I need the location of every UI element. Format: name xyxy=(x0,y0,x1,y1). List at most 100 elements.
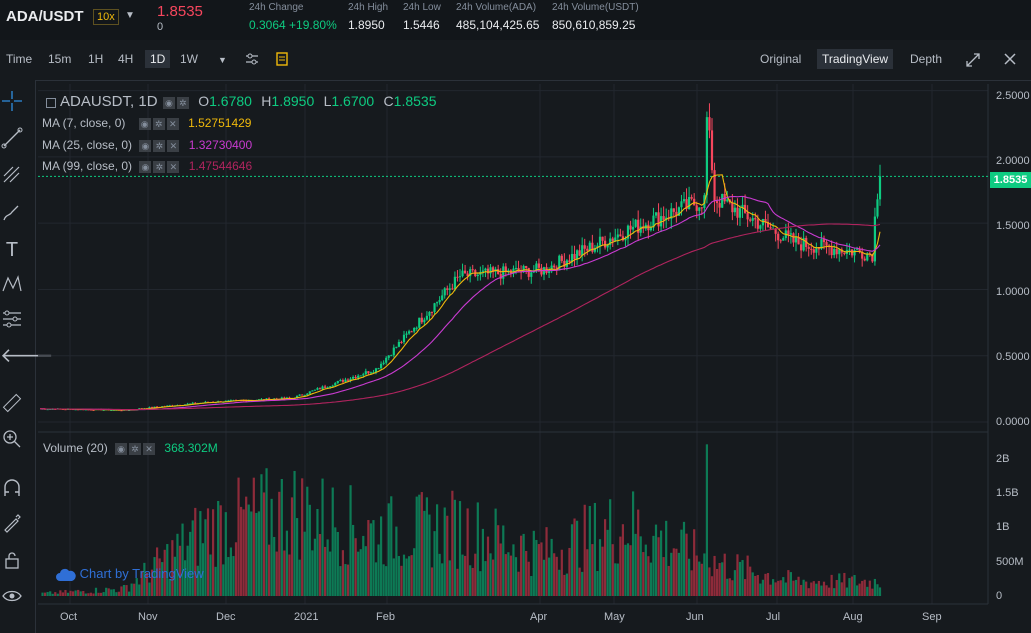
view-original[interactable]: Original xyxy=(760,52,802,66)
volume-settings-icon[interactable]: ✲ xyxy=(129,442,142,455)
candle xyxy=(519,271,523,273)
pair-symbol[interactable]: ADA/USDT xyxy=(6,8,84,25)
pair-dropdown-icon[interactable]: ▼ xyxy=(125,10,135,21)
interval-4h[interactable]: 4H xyxy=(118,52,134,66)
volume-bar xyxy=(82,591,85,596)
view-depth[interactable]: Depth xyxy=(910,52,943,66)
candle xyxy=(257,399,261,401)
volume-bar xyxy=(339,566,342,596)
interval-1w[interactable]: 1W xyxy=(180,52,198,66)
volume-bar xyxy=(474,553,477,596)
text-tool-icon[interactable]: T xyxy=(5,239,19,261)
volume-bar xyxy=(555,556,558,596)
ma7-remove-icon[interactable]: ✕ xyxy=(166,117,179,130)
volume-bar xyxy=(504,554,507,596)
brush-icon[interactable] xyxy=(0,201,24,225)
candle xyxy=(49,408,52,410)
candle xyxy=(558,255,561,271)
volume-bar xyxy=(489,553,492,596)
volume-bar xyxy=(703,553,706,596)
crosshair-icon[interactable] xyxy=(0,90,24,114)
ruler-icon[interactable] xyxy=(0,392,24,416)
lock-drawings-icon[interactable] xyxy=(0,512,24,536)
ma25-remove-icon[interactable]: ✕ xyxy=(167,139,180,152)
candle xyxy=(168,405,171,407)
candle xyxy=(537,263,541,268)
time-axis-label: Sep xyxy=(922,611,942,623)
pattern-icon[interactable] xyxy=(0,273,24,297)
ma99-remove-icon[interactable]: ✕ xyxy=(167,160,180,173)
interval-1d[interactable]: 1D xyxy=(145,50,171,68)
indicator-settings-icon[interactable] xyxy=(245,52,259,69)
leverage-badge[interactable]: 10x xyxy=(93,9,119,25)
trend-line-icon[interactable] xyxy=(0,127,24,151)
interval-15m[interactable]: 15m xyxy=(48,52,72,66)
collapse-icon[interactable] xyxy=(46,97,56,108)
volume-bar xyxy=(344,564,347,596)
volume-bar xyxy=(491,559,495,596)
volume-bar xyxy=(848,578,851,596)
zoom-in-icon[interactable] xyxy=(0,428,24,452)
candle xyxy=(423,319,426,323)
candle xyxy=(588,242,591,251)
volume-bar xyxy=(710,576,714,596)
back-arrow-icon[interactable]: 🡐 xyxy=(0,345,54,367)
ma99-eye-icon[interactable]: ◉ xyxy=(139,160,152,173)
volume-bar xyxy=(359,549,362,596)
ma7-eye-icon[interactable]: ◉ xyxy=(138,117,151,130)
candle xyxy=(201,402,205,404)
ma99-settings-icon[interactable]: ✲ xyxy=(153,160,166,173)
volume-bar xyxy=(262,492,266,596)
candle xyxy=(794,237,798,243)
volume-remove-icon[interactable]: ✕ xyxy=(143,442,156,455)
fib-icon[interactable] xyxy=(0,308,24,332)
candle xyxy=(250,400,253,402)
volume-bar xyxy=(428,514,431,596)
template-icon[interactable] xyxy=(276,52,288,69)
tradingview-watermark[interactable]: Chart by TradingView xyxy=(56,566,204,582)
interval-1h[interactable]: 1H xyxy=(88,52,104,66)
interval-time[interactable]: Time xyxy=(6,52,33,66)
candle xyxy=(135,409,138,411)
legend-eye-icon[interactable]: ◉ xyxy=(162,96,175,109)
legend-settings-icon[interactable]: ✲ xyxy=(176,96,189,109)
lock-icon[interactable] xyxy=(0,549,24,573)
candle xyxy=(46,409,49,411)
candle xyxy=(349,378,352,381)
ma25-settings-icon[interactable]: ✲ xyxy=(153,139,166,152)
volume-bar xyxy=(79,591,82,596)
pitchfork-icon[interactable] xyxy=(0,164,24,188)
close-icon[interactable] xyxy=(1003,52,1017,69)
candle xyxy=(463,270,467,274)
fullscreen-icon[interactable] xyxy=(965,52,981,71)
magnet-icon[interactable] xyxy=(0,478,24,502)
volume-bar xyxy=(402,554,406,596)
candle xyxy=(573,253,576,260)
view-tradingview[interactable]: TradingView xyxy=(817,49,894,69)
ma7-settings-icon[interactable]: ✲ xyxy=(152,117,165,130)
more-intervals-icon[interactable]: ▼ xyxy=(218,55,227,65)
candle xyxy=(448,288,451,290)
volume-bar xyxy=(522,533,525,596)
candle xyxy=(140,408,143,410)
time-axis-label: May xyxy=(604,611,625,623)
candle xyxy=(517,267,520,272)
volume-eye-icon[interactable]: ◉ xyxy=(115,442,128,455)
candle xyxy=(87,409,90,411)
candle xyxy=(830,247,833,256)
ma25-eye-icon[interactable]: ◉ xyxy=(139,139,152,152)
candle xyxy=(214,402,217,404)
candle xyxy=(150,407,154,409)
volume-bar xyxy=(677,552,681,596)
volume-bar xyxy=(764,573,767,596)
volume-bar xyxy=(336,531,339,596)
volume-bar xyxy=(443,507,446,596)
volume-bar xyxy=(120,586,123,596)
candle xyxy=(547,271,551,273)
volume-bar xyxy=(568,547,571,596)
volume-bar xyxy=(301,478,304,596)
volume-axis-label: 1.5B xyxy=(996,487,1019,499)
eye-icon[interactable] xyxy=(0,585,24,609)
candle xyxy=(115,409,118,411)
volume-bar xyxy=(97,592,100,596)
